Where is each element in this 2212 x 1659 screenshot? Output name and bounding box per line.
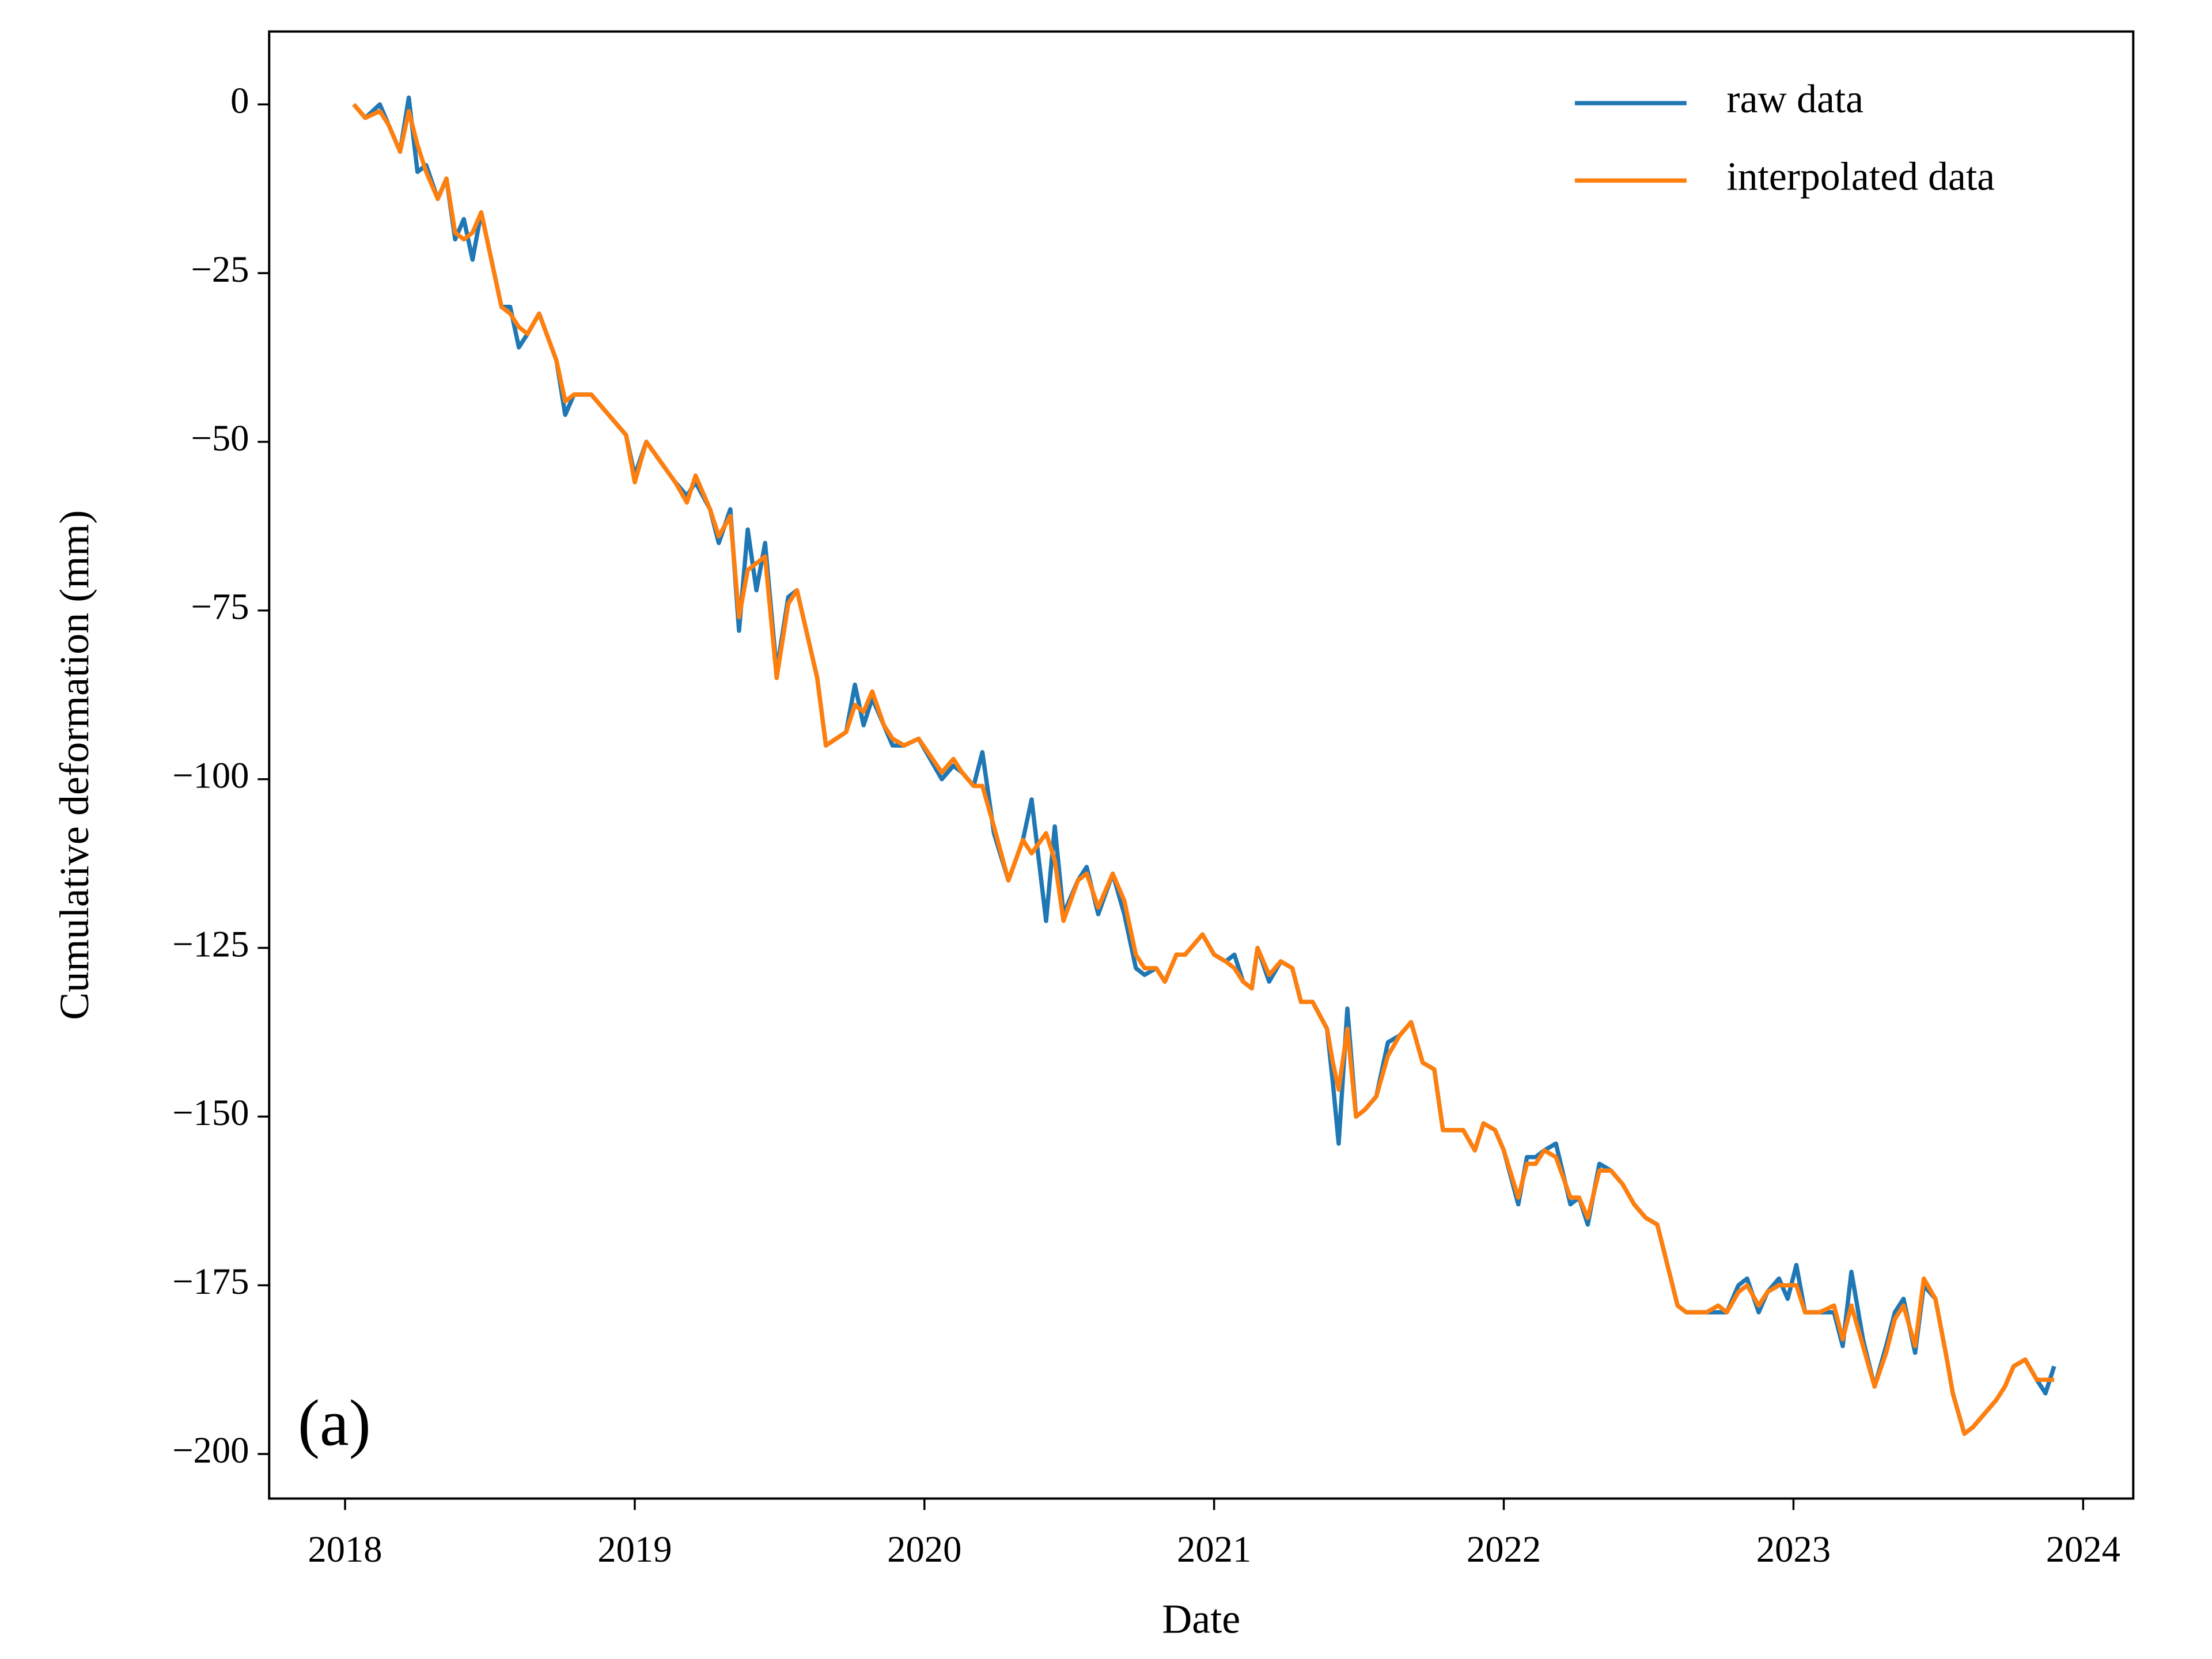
y-tick-label: −25 [191, 248, 249, 290]
y-tick-label: −100 [172, 754, 249, 796]
x-tick-label: 2019 [597, 1528, 672, 1570]
panel-label: (a) [298, 1386, 371, 1459]
y-tick-label: 0 [230, 79, 249, 121]
legend-label: interpolated data [1726, 154, 1995, 199]
x-axis-label: Date [1162, 1596, 1240, 1642]
plot-frame [268, 30, 2135, 1500]
y-tick-label: −200 [172, 1429, 249, 1471]
legend-label: raw data [1726, 77, 1863, 122]
x-tick-label: 2024 [2046, 1528, 2120, 1570]
x-tick-label: 2021 [1177, 1528, 1251, 1570]
x-tick-label: 2020 [887, 1528, 961, 1570]
y-tick-label: −175 [172, 1260, 249, 1302]
x-tick-label: 2022 [1467, 1528, 1541, 1570]
y-tick-label: −125 [172, 923, 249, 964]
series-line [352, 95, 2056, 1436]
y-tick-label: −75 [191, 586, 249, 627]
y-tick-label: −50 [191, 417, 249, 459]
y-tick-label: −150 [172, 1092, 249, 1133]
series-line [352, 103, 2055, 1436]
y-axis-label: Cumulative deformation (mm) [51, 510, 97, 1020]
x-tick-label: 2018 [308, 1528, 382, 1570]
x-tick-label: 2023 [1756, 1528, 1831, 1570]
